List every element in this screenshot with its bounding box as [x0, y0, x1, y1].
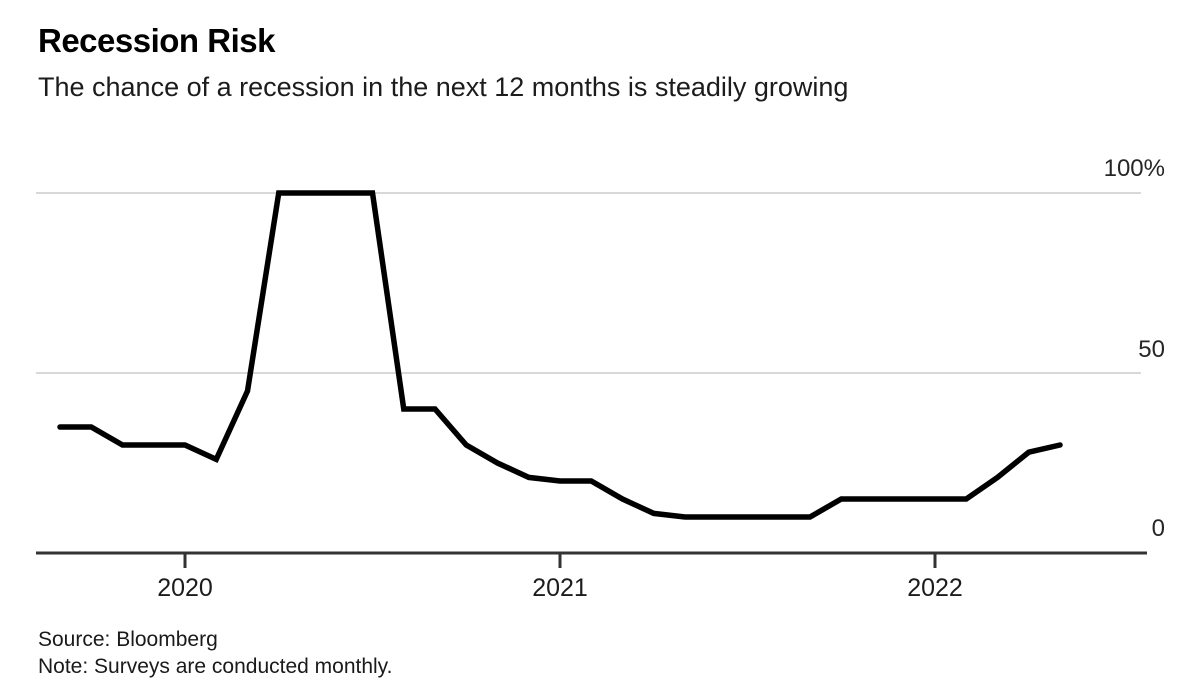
recession-risk-line	[57, 190, 1063, 520]
source-text: Source: Bloomberg	[38, 628, 218, 651]
y-axis-tick-100: 100%	[1103, 155, 1165, 182]
x-axis-tick-2021: 2021	[532, 574, 588, 602]
y-axis-tick-50: 50	[1138, 336, 1165, 363]
chart-subtitle: The chance of a recession in the next 12…	[38, 72, 849, 102]
chart-footnote: Source: Bloomberg Note: Surveys are cond…	[38, 626, 392, 680]
x-axis-tick-2022: 2022	[907, 574, 963, 602]
note-text: Note: Surveys are conducted monthly.	[38, 655, 393, 678]
y-axis-tick-0: 0	[1151, 515, 1165, 542]
chart-title: Recession Risk	[38, 22, 275, 59]
x-axis-tick-2020: 2020	[157, 574, 213, 602]
